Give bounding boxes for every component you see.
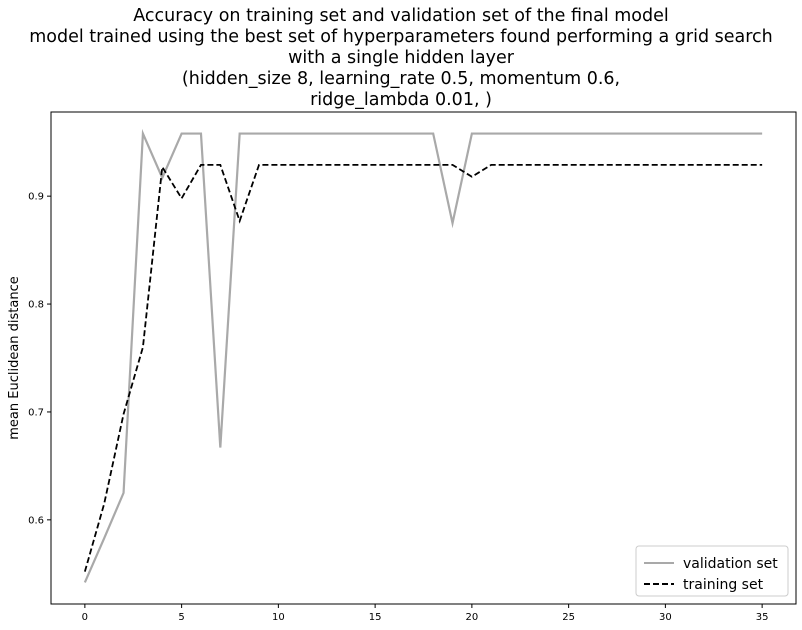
chart-title: Accuracy on training set and validation … [0,6,802,111]
plot-area [51,112,796,604]
x-tick-label: 35 [756,612,769,623]
legend-label-training: training set [683,577,764,593]
y-tick-label: 0.8 [28,300,44,311]
series-line-validation [83,128,763,583]
y-axis-label: mean Euclidean distance [7,276,22,440]
x-tick-label: 10 [272,612,285,623]
axes-layer: 0 5 10 15 20 25 30 35 0.6 0.7 0.8 0.9 [28,111,797,623]
chart-title-line: (hidden_size 8, learning_rate 0.5, momen… [181,69,621,89]
x-tick-label: 0 [82,612,88,623]
y-tick-label: 0.6 [28,515,44,526]
x-tick-label: 30 [659,612,672,623]
chart-title-line: ridge_lambda 0.01, ) [310,90,492,110]
x-tick-label: 25 [562,612,575,623]
chart-title-line: model trained using the best set of hype… [29,27,773,47]
x-tick-label: 20 [466,612,479,623]
x-tick-label: 15 [369,612,382,623]
series-layer [83,128,763,583]
chart-title-line: with a single hidden layer [288,48,514,68]
chart-title-line: Accuracy on training set and validation … [133,6,669,26]
plot-frame [50,111,797,605]
y-tick-label: 0.7 [28,407,44,418]
legend: validation set training set [635,545,789,597]
legend-label-validation: validation set [683,556,778,572]
x-tick-label: 5 [178,612,184,623]
series-line-training [83,163,763,572]
y-tick-label: 0.9 [28,192,44,203]
